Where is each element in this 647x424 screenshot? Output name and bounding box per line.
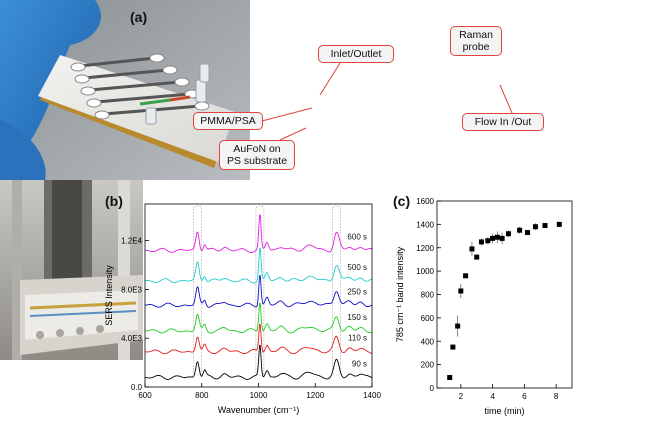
data-point-1 xyxy=(450,344,456,350)
y-tick-label-1: 4.0E3 xyxy=(121,334,142,343)
inlet-outlet-callout: Inlet/Outlet xyxy=(318,45,394,63)
aufon-line2: PS substrate xyxy=(226,155,288,167)
y-axis-label: 785 cm⁻¹ band intensity xyxy=(395,246,405,342)
y-tick-label-0: 0.0 xyxy=(131,383,143,392)
raman-line2: probe xyxy=(462,41,490,53)
series-label-90s: 90 s xyxy=(352,359,367,368)
series-label-110s: 110 s xyxy=(348,334,367,343)
data-point-2 xyxy=(455,323,461,329)
y-tick-label-1: 200 xyxy=(421,361,435,370)
spectrum-line-110s xyxy=(144,323,373,355)
y-tick-label-2: 400 xyxy=(421,337,435,346)
panel-label-b: (b) xyxy=(105,193,123,209)
spectrum-line-600s xyxy=(145,214,373,254)
spectrum-line-150s xyxy=(145,302,373,334)
y-tick-label-8: 1600 xyxy=(416,197,434,206)
pmma-psa-callout: PMMA/PSA xyxy=(193,112,263,130)
aufon-callout: AuFoN on PS substrate xyxy=(219,140,295,170)
data-point-5 xyxy=(469,246,475,252)
data-point-14 xyxy=(525,230,531,236)
data-point-17 xyxy=(556,221,562,227)
series-label-150s: 150 s xyxy=(347,313,367,322)
panel-label-a: (a) xyxy=(130,9,148,25)
data-point-12 xyxy=(505,231,511,237)
y-tick-label-7: 1400 xyxy=(416,220,434,229)
x-tick-label-3: 1200 xyxy=(306,391,324,400)
x-axis-label: time (min) xyxy=(485,406,525,416)
data-point-9 xyxy=(490,235,496,241)
raman-probe-callout: Raman probe xyxy=(450,26,502,56)
peak-guide-0 xyxy=(193,205,202,376)
data-point-10 xyxy=(494,234,500,240)
x-tick-label-3: 8 xyxy=(554,392,559,401)
series-label-600s: 600 s xyxy=(347,232,367,241)
x-axis-label: Wavenumber (cm⁻¹) xyxy=(218,405,299,415)
data-point-11 xyxy=(499,235,505,241)
raman-line1: Raman xyxy=(459,29,493,41)
data-point-6 xyxy=(474,254,480,260)
x-tick-label-2: 6 xyxy=(522,392,527,401)
panel-label-c: (c) xyxy=(393,193,411,209)
data-point-4 xyxy=(463,273,469,279)
x-tick-label-2: 1000 xyxy=(250,391,268,400)
y-tick-label-3: 1.2E4 xyxy=(121,237,142,246)
spectrum-line-500s xyxy=(144,247,373,284)
series-label-500s: 500 s xyxy=(347,263,367,272)
flow-in-out-callout: Flow In /Out xyxy=(462,113,544,131)
y-tick-label-6: 1200 xyxy=(416,244,434,253)
x-tick-label-4: 1400 xyxy=(363,391,381,400)
peak-guide-2 xyxy=(332,205,341,376)
sers-spectra-chart: 90 s 110 s 150 s 250 s 500 s 600 s 600 800 1000 1… xyxy=(104,203,381,415)
raman-probe-photo xyxy=(0,180,143,360)
raman-photo-illustration xyxy=(0,180,143,360)
y-tick-label-5: 1000 xyxy=(416,267,434,276)
y-tick-label-4: 800 xyxy=(421,291,435,300)
x-tick-label-0: 2 xyxy=(459,392,464,401)
x-tick-label-0: 600 xyxy=(138,391,152,400)
peak-guide-1 xyxy=(255,205,265,376)
spectrum-line-250s xyxy=(145,274,373,308)
data-point-15 xyxy=(532,224,538,230)
data-point-13 xyxy=(517,227,523,233)
microfluidic-chip-photo xyxy=(0,0,250,180)
plot-frame xyxy=(436,200,573,389)
x-tick-label-1: 800 xyxy=(195,391,209,400)
x-tick-label-1: 4 xyxy=(490,392,495,401)
data-point-8 xyxy=(485,238,491,244)
data-point-16 xyxy=(542,223,548,229)
data-point-7 xyxy=(478,239,484,245)
y-tick-label-2: 8.0E3 xyxy=(121,285,142,294)
data-point-3 xyxy=(458,288,464,294)
chip-photo-illustration xyxy=(0,0,250,180)
data-point-0 xyxy=(447,374,453,380)
y-axis-label: SERS Intensity xyxy=(104,265,114,326)
aufon-line1: AuFoN on xyxy=(233,143,281,155)
y-tick-label-0: 0 xyxy=(430,384,435,393)
spectrum-line-90s xyxy=(144,344,373,380)
series-label-250s: 250 s xyxy=(347,287,367,296)
band-intensity-chart: 2 4 6 8 0 200 400 600 800 1000 1200 1400 1600 time (m… xyxy=(395,197,573,416)
y-tick-label-3: 600 xyxy=(421,314,435,323)
